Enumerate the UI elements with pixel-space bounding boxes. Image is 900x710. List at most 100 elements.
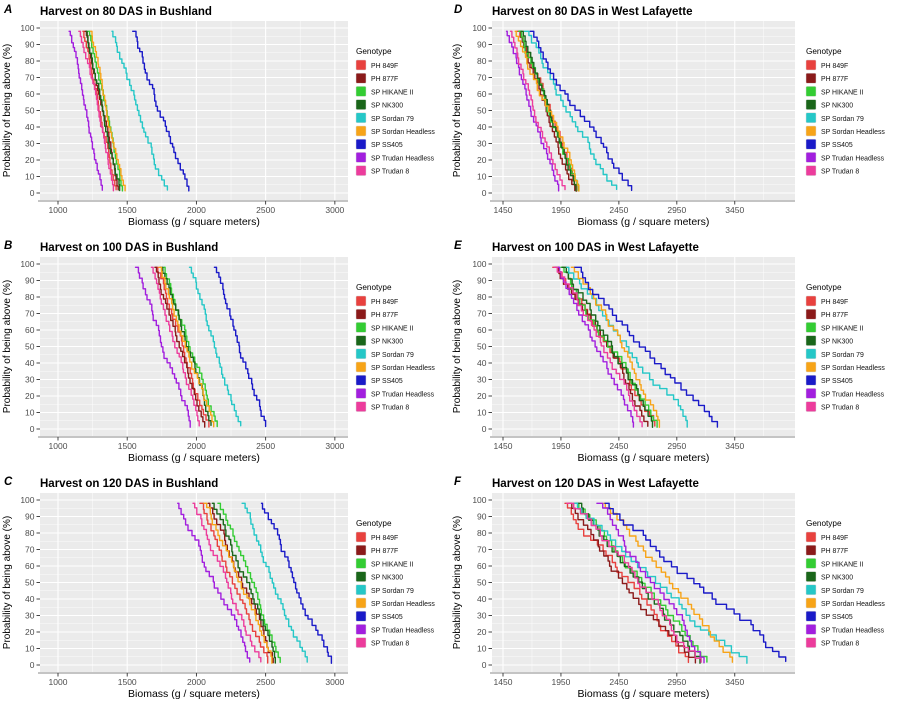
x-axis-title: Biomass (g / square meters) (578, 452, 710, 464)
legend-title: Genotype (356, 519, 392, 528)
x-tick-label: 2450 (609, 205, 628, 215)
legend-label-sp-ss405: SP SS405 (371, 378, 403, 385)
x-tick-label: 2950 (667, 677, 686, 687)
legend-swatch-sp-trudan-headless (805, 152, 817, 163)
panel-F: F Harvest on 120 DAS in West Lafayette 145… (450, 472, 900, 710)
y-tick-label: 80 (477, 56, 487, 66)
legend-label-ph-849f: PH 849F (821, 535, 848, 542)
y-tick-label: 10 (477, 407, 487, 417)
legend-label-sp-sordan-headless: SP Sordan Headless (821, 129, 885, 136)
legend-swatch-sp-trudan-headless (805, 624, 817, 635)
curve-ph-849f (156, 266, 210, 428)
legend-label-sp-hikane-ii: SP HIKANE II (371, 561, 413, 568)
y-tick-label: 50 (25, 105, 35, 115)
y-tick-label: 30 (25, 610, 35, 620)
legend-label-sp-hikane-ii: SP HIKANE II (821, 325, 863, 332)
legend-label-ph-849f: PH 849F (821, 299, 848, 306)
legend-label-sp-trudan-8: SP Trudan 8 (371, 169, 409, 176)
curve-sp-sordan-79 (111, 30, 169, 191)
y-tick-label: 10 (477, 643, 487, 653)
legend-swatch-ph-849f (805, 531, 817, 543)
y-tick-label: 60 (25, 561, 35, 571)
curve-sp-ss405 (260, 502, 333, 664)
panel-D: D Harvest on 80 DAS in West Lafayette 1450… (450, 0, 900, 236)
panel-title: Harvest on 80 DAS in West Lafayette (492, 6, 692, 18)
curve-sp-nk300 (561, 266, 654, 428)
legend-swatch-sp-trudan-8 (355, 165, 367, 176)
x-tick-label: 3450 (725, 205, 744, 215)
legend-label-sp-sordan-79: SP Sordan 79 (821, 352, 864, 359)
x-tick-label: 1000 (49, 677, 68, 687)
curve-ph-849f (199, 502, 269, 664)
legend-label-sp-trudan-8: SP Trudan 8 (371, 405, 409, 412)
legend-swatch-sp-nk300 (355, 99, 367, 110)
x-tick-label: 2950 (667, 441, 686, 451)
panel-title: Harvest on 100 DAS in Bushland (40, 242, 218, 254)
legend-swatch-sp-hikane-ii (355, 86, 367, 97)
y-axis-title: Probability of being above (%) (452, 44, 463, 177)
legend-label-ph-877f: PH 877F (821, 76, 848, 83)
legend-label-sp-nk300: SP NK300 (371, 103, 403, 110)
y-tick-label: 0 (30, 660, 35, 670)
legend-swatch-sp-trudan-8 (355, 401, 367, 412)
y-axis-title: Probability of being above (%) (2, 44, 13, 177)
y-tick-label: 90 (25, 275, 35, 285)
legend-swatch-sp-nk300 (805, 335, 817, 346)
x-tick-label: 2000 (187, 677, 206, 687)
legend-label-ph-877f: PH 877F (821, 312, 848, 319)
y-tick-label: 0 (482, 188, 487, 198)
x-tick-label: 2500 (256, 441, 275, 451)
legend-label-ph-849f: PH 849F (371, 299, 398, 306)
y-tick-label: 50 (477, 105, 487, 115)
legend-label-sp-trudan-headless: SP Trudan Headless (371, 391, 435, 398)
legend-swatch-ph-849f (355, 295, 367, 307)
y-tick-label: 30 (477, 610, 487, 620)
panel-B: B Harvest on 100 DAS in Bushland 1000 1500 2… (0, 236, 450, 472)
x-tick-label: 3000 (325, 205, 344, 215)
x-tick-label: 3450 (725, 677, 744, 687)
legend-swatch-sp-hikane-ii (805, 558, 817, 569)
legend-swatch-ph-849f (355, 531, 367, 543)
curve-sp-sordan-headless (514, 30, 580, 192)
y-tick-label: 20 (477, 627, 487, 637)
legend-swatch-ph-877f (355, 544, 367, 556)
legend-swatch-sp-sordan-headless (805, 597, 817, 609)
x-axis-title: Biomass (g / square meters) (128, 452, 260, 464)
curve-sp-nk300 (211, 502, 276, 664)
legend-label-sp-hikane-ii: SP HIKANE II (821, 561, 863, 568)
y-tick-label: 10 (25, 643, 35, 653)
y-tick-label: 70 (25, 308, 35, 318)
y-tick-label: 20 (25, 391, 35, 401)
y-axis-title: Probability of being above (%) (2, 516, 13, 649)
legend-label-sp-trudan-8: SP Trudan 8 (821, 641, 859, 648)
y-tick-label: 90 (477, 275, 487, 285)
legend-label-sp-trudan-headless: SP Trudan Headless (371, 155, 435, 162)
legend-label-sp-trudan-8: SP Trudan 8 (821, 405, 859, 412)
y-tick-label: 0 (30, 188, 35, 198)
legend-swatch-ph-877f (805, 544, 817, 556)
y-tick-label: 90 (25, 39, 35, 49)
y-tick-label: 10 (25, 407, 35, 417)
y-tick-label: 10 (477, 171, 487, 181)
curve-sp-nk300 (575, 502, 701, 664)
panel-title: Harvest on 100 DAS in West Lafayette (492, 242, 699, 254)
y-tick-label: 20 (477, 155, 487, 165)
curve-sp-ss405 (213, 266, 267, 428)
y-tick-label: 40 (25, 358, 35, 368)
y-tick-label: 70 (477, 308, 487, 318)
legend-swatch-sp-ss405 (355, 610, 367, 622)
curve-sp-sordan-headless (158, 266, 215, 428)
panel-letter: C (4, 476, 13, 488)
panel-title: Harvest on 120 DAS in West Lafayette (492, 478, 699, 490)
legend-swatch-sp-nk300 (355, 571, 367, 582)
legend-label-ph-849f: PH 849F (371, 535, 398, 542)
x-tick-label: 1450 (494, 205, 513, 215)
panel-letter: F (454, 476, 462, 488)
curve-sp-trudan-8 (192, 502, 262, 663)
x-tick-label: 1950 (551, 205, 570, 215)
panel-letter: E (454, 240, 462, 252)
legend-swatch-sp-ss405 (805, 610, 817, 622)
legend-label-sp-sordan-79: SP Sordan 79 (821, 588, 864, 595)
